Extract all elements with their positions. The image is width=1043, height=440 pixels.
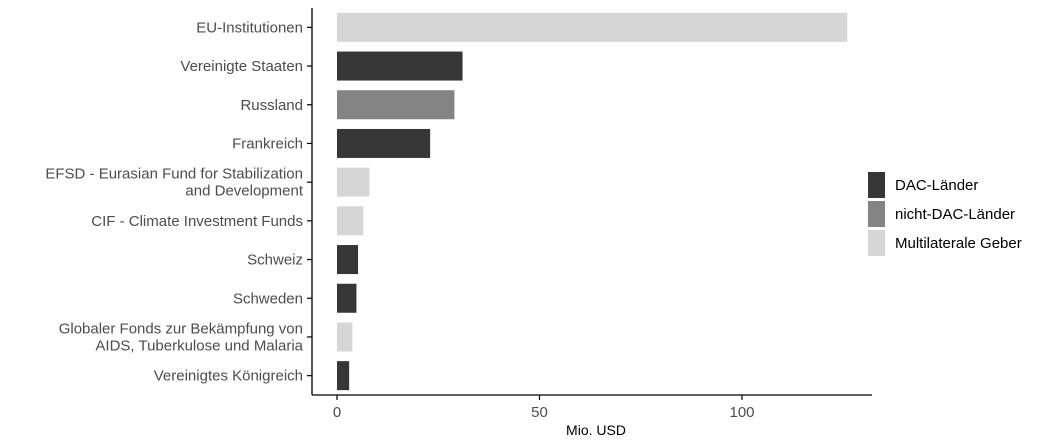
x-axis-title: Mio. USD <box>566 422 626 438</box>
bar <box>337 245 359 275</box>
bars-group <box>337 12 848 391</box>
x-tick-label: 100 <box>729 404 754 421</box>
bar <box>337 51 463 81</box>
legend: DAC-Länder nicht-DAC-Länder Multilaterale … <box>868 172 1022 256</box>
legend-swatch <box>868 201 885 227</box>
category-label: Schweiz <box>247 252 303 269</box>
x-tick-label: 0 <box>333 404 341 421</box>
bar <box>337 206 364 236</box>
category-label: EFSD - Eurasian Fund for Stabilization <box>45 166 303 183</box>
y-axis-ticks <box>307 26 312 377</box>
category-label: Vereinigtes Königreich <box>154 368 303 385</box>
category-labels: EU-Institutionen Vereinigte Staaten Russla… <box>45 19 303 384</box>
legend-label: Multilaterale Geber <box>895 235 1022 252</box>
category-label: Globaler Fonds zur Bekämpfung von <box>59 320 303 337</box>
category-label: EU-Institutionen <box>196 19 303 36</box>
bar <box>337 167 370 197</box>
bar <box>337 361 350 391</box>
category-label: Vereinigte Staaten <box>180 58 303 75</box>
legend-label: DAC-Länder <box>895 177 978 194</box>
bar <box>337 322 353 352</box>
x-axis-ticks: 0 50 100 <box>333 395 755 421</box>
legend-label: nicht-DAC-Länder <box>895 206 1015 223</box>
legend-swatch <box>868 230 885 256</box>
legend-swatch <box>868 172 885 198</box>
bar <box>337 283 357 313</box>
category-label: and Development <box>185 183 303 200</box>
category-label: CIF - Climate Investment Funds <box>91 213 303 230</box>
category-label: Frankreich <box>232 135 303 152</box>
bar <box>337 90 455 120</box>
category-label: Russland <box>240 97 303 114</box>
bar <box>337 12 848 42</box>
x-tick-label: 50 <box>531 404 548 421</box>
category-label: Schweden <box>233 290 303 307</box>
category-label: AIDS, Tuberkulose und Malaria <box>95 337 303 354</box>
bar <box>337 128 431 158</box>
